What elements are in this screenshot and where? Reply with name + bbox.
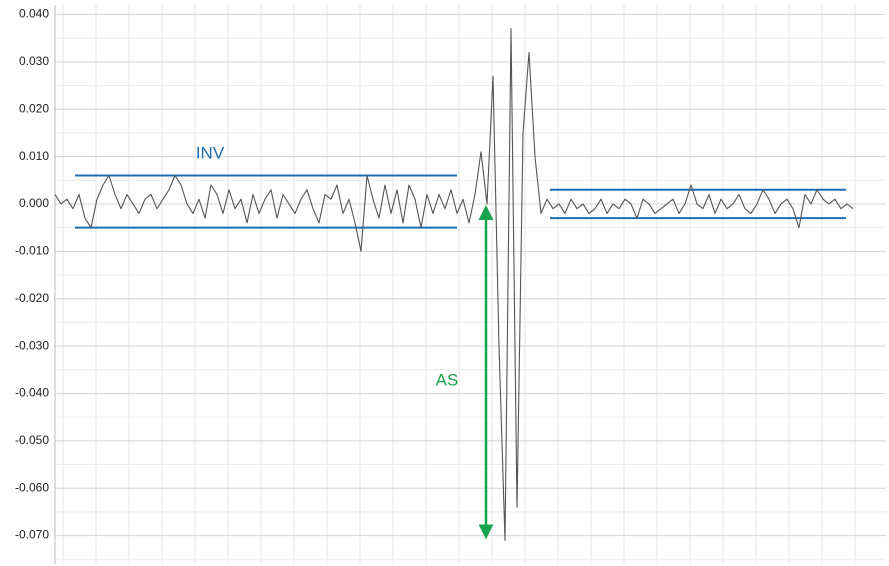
- y-tick-label: -0.060: [15, 480, 49, 494]
- y-tick-label: 0.000: [19, 196, 49, 210]
- y-tick-label: -0.070: [15, 528, 49, 542]
- y-tick-label: 0.040: [19, 7, 49, 21]
- signal-line: [54, 28, 854, 541]
- y-tick-label: 0.020: [19, 101, 49, 115]
- y-tick-label: -0.050: [15, 433, 49, 447]
- y-tick-label: 0.010: [19, 149, 49, 163]
- annotation-label: INV: [196, 143, 225, 162]
- y-tick-label: -0.030: [15, 338, 49, 352]
- y-tick-label: 0.030: [19, 54, 49, 68]
- annotation-label: AS: [436, 370, 459, 389]
- y-tick-label: -0.010: [15, 244, 49, 258]
- y-tick-label: -0.020: [15, 291, 49, 305]
- y-tick-label: -0.040: [15, 386, 49, 400]
